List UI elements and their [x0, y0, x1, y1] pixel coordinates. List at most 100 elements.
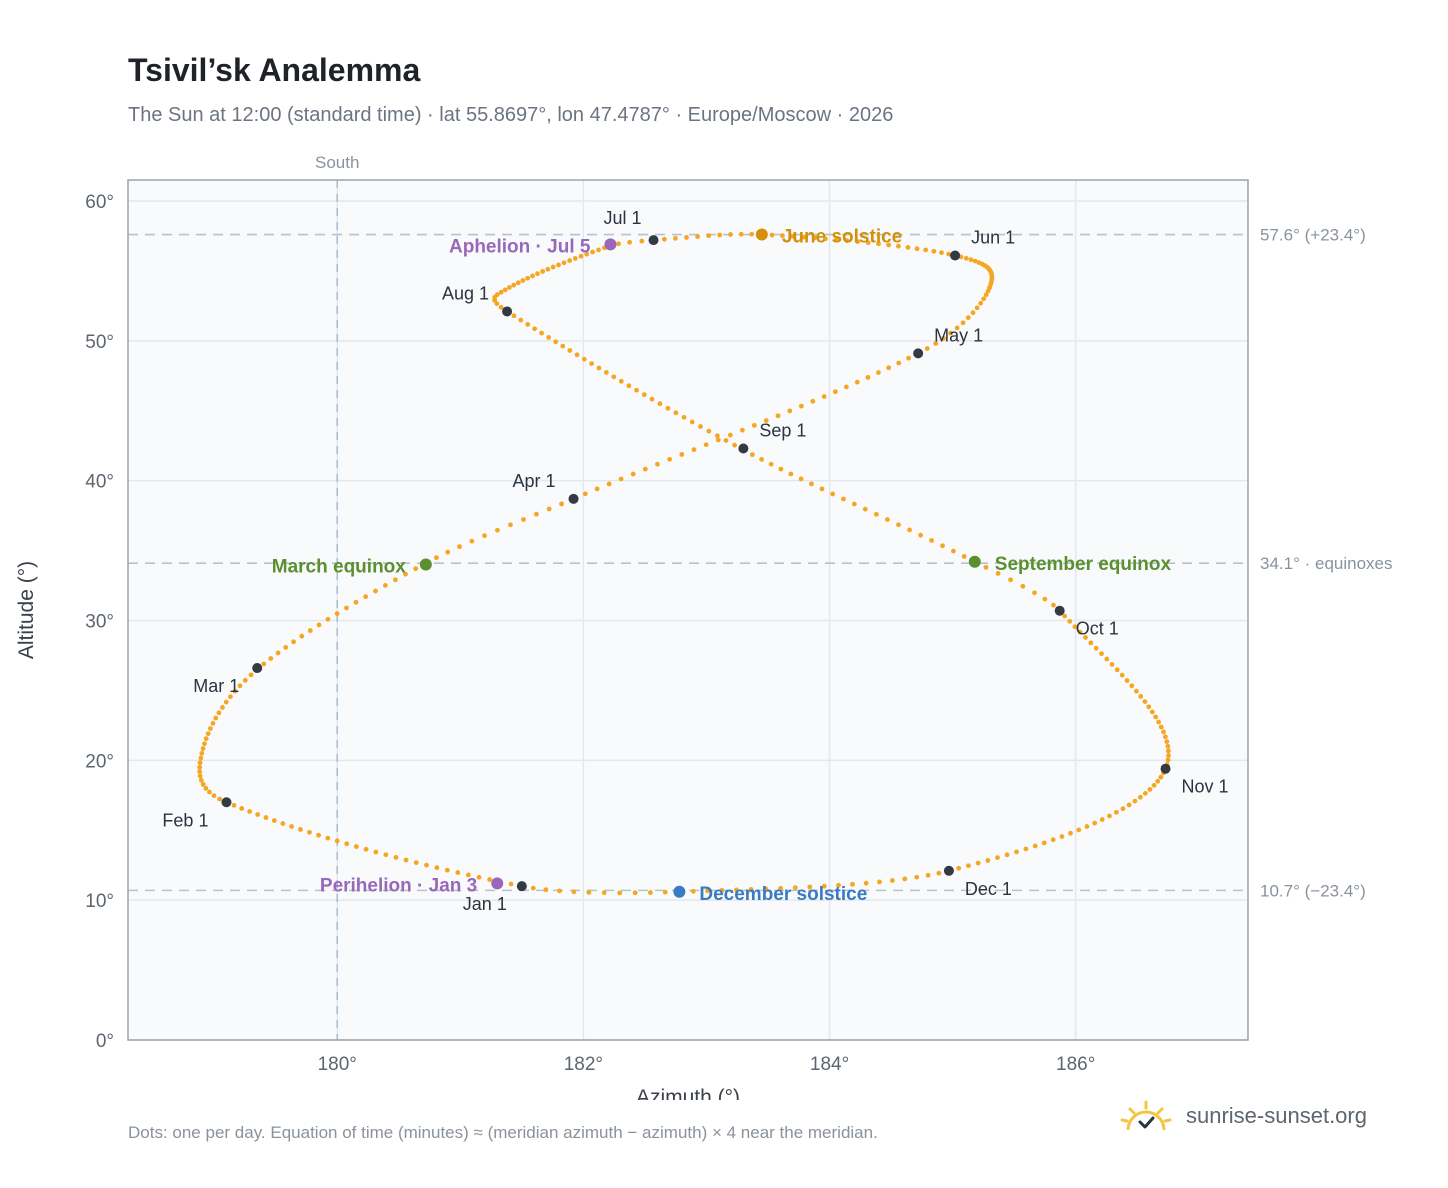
daily-sun-dot — [836, 882, 841, 888]
daily-sun-dot — [413, 566, 419, 572]
daily-sun-dot — [578, 253, 584, 259]
daily-sun-dot — [1059, 834, 1065, 839]
daily-sun-dot — [961, 554, 967, 559]
daily-sun-dot — [626, 383, 632, 389]
daily-sun-dot — [954, 325, 960, 331]
daily-sun-dot — [778, 885, 783, 891]
month-marker — [943, 865, 954, 876]
daily-sun-dot — [511, 282, 517, 288]
daily-sun-dot — [841, 496, 846, 502]
daily-sun-dot — [819, 486, 825, 492]
month-marker — [1160, 763, 1171, 774]
daily-sun-dot — [850, 881, 855, 887]
daily-sun-dot — [1072, 624, 1078, 630]
y-tick-label: 10° — [85, 891, 114, 912]
daily-sun-dot — [995, 571, 1001, 576]
daily-sun-dot — [530, 273, 535, 279]
x-tick-label: 180° — [318, 1054, 357, 1075]
daily-sun-dot — [983, 292, 989, 298]
x-tick-label: 186° — [1056, 1054, 1095, 1075]
daily-sun-dot — [665, 405, 671, 411]
daily-sun-dot — [714, 433, 720, 439]
daily-sun-dot — [931, 248, 937, 254]
event-marker — [419, 558, 432, 571]
daily-sun-dot — [1120, 806, 1126, 812]
daily-sun-dot — [1142, 790, 1148, 796]
daily-sun-dot — [557, 888, 562, 894]
month-label: Dec 1 — [965, 879, 1012, 899]
daily-sun-dot — [373, 849, 379, 855]
daily-sun-dot — [940, 543, 945, 549]
daily-sun-dot — [263, 815, 269, 820]
daily-sun-dot — [334, 838, 340, 844]
event-marker — [755, 228, 768, 241]
daily-sun-dot — [567, 258, 573, 263]
daily-sun-dot — [738, 231, 744, 237]
daily-sun-dot — [749, 452, 755, 458]
analemma-chart: Jan 1 Feb 1 Mar 1 Apr 1 May 1 Jun 1 Jul 1 Aug 1… — [15, 153, 1393, 1100]
daily-sun-dot — [457, 544, 462, 550]
daily-sun-dot — [535, 271, 540, 277]
y-tick-label: 30° — [85, 611, 114, 632]
event-label: Perihelion · Jan 3 — [320, 875, 477, 896]
daily-sun-dot — [403, 571, 408, 577]
daily-sun-dot — [239, 806, 245, 811]
daily-sun-dot — [923, 247, 929, 253]
daily-sun-dot — [223, 699, 229, 705]
daily-sun-dot — [584, 251, 590, 257]
daily-sun-dot — [630, 471, 636, 477]
daily-sun-dot — [231, 802, 237, 808]
daily-sun-dot — [939, 250, 944, 256]
daily-sun-dot — [255, 812, 261, 817]
daily-sun-dot — [571, 889, 577, 895]
daily-sun-dot — [914, 246, 920, 252]
daily-sun-dot — [307, 628, 313, 633]
daily-sun-dot — [242, 677, 248, 683]
x-tick-label: 182° — [564, 1054, 603, 1075]
daily-sun-dot — [975, 860, 981, 866]
month-label: Oct 1 — [1076, 619, 1119, 639]
event-label: December solstice — [699, 884, 867, 905]
month-label: Mar 1 — [193, 676, 239, 696]
brand-link[interactable]: sunrise-sunset.org — [1120, 1100, 1367, 1132]
daily-sun-dot — [655, 461, 660, 467]
daily-sun-dot — [809, 481, 814, 487]
daily-sun-dot — [515, 280, 521, 286]
event-marker — [604, 238, 617, 251]
daily-sun-dot — [617, 890, 623, 896]
daily-sun-dot — [865, 240, 871, 246]
daily-sun-dot — [1083, 635, 1088, 640]
reference-line-label: 57.6° (+23.4°) — [1260, 226, 1366, 245]
daily-sun-dot — [968, 257, 974, 263]
daily-sun-dot — [1156, 719, 1162, 725]
daily-sun-dot — [383, 852, 389, 858]
daily-sun-dot — [719, 887, 725, 893]
daily-sun-dot — [1084, 824, 1090, 829]
daily-sun-dot — [905, 245, 911, 250]
daily-sun-dot — [1137, 794, 1143, 800]
daily-sun-dot — [717, 232, 723, 238]
daily-sun-dot — [574, 352, 580, 358]
daily-sun-dot — [1147, 786, 1153, 792]
daily-sun-dot — [434, 865, 440, 871]
daily-sun-dot — [918, 532, 924, 538]
month-marker — [913, 348, 924, 359]
daily-sun-dot — [434, 555, 439, 561]
daily-sun-dot — [1146, 704, 1152, 710]
daily-sun-dot — [1067, 618, 1073, 624]
y-tick-label: 60° — [85, 192, 114, 213]
daily-sun-dot — [606, 481, 612, 487]
daily-sun-dot — [325, 835, 331, 841]
daily-sun-dot — [1129, 683, 1135, 689]
month-label: Nov 1 — [1182, 777, 1229, 797]
daily-sun-dot — [559, 501, 564, 507]
daily-sun-dot — [393, 577, 398, 583]
daily-sun-dot — [353, 599, 359, 605]
daily-sun-dot — [594, 486, 600, 492]
daily-sun-dot — [508, 522, 513, 528]
daily-sun-dot — [1092, 820, 1098, 826]
daily-sun-dot — [1158, 724, 1164, 730]
daily-sun-dot — [748, 887, 754, 892]
month-label: Jan 1 — [463, 894, 507, 914]
daily-sun-dot — [788, 471, 794, 477]
